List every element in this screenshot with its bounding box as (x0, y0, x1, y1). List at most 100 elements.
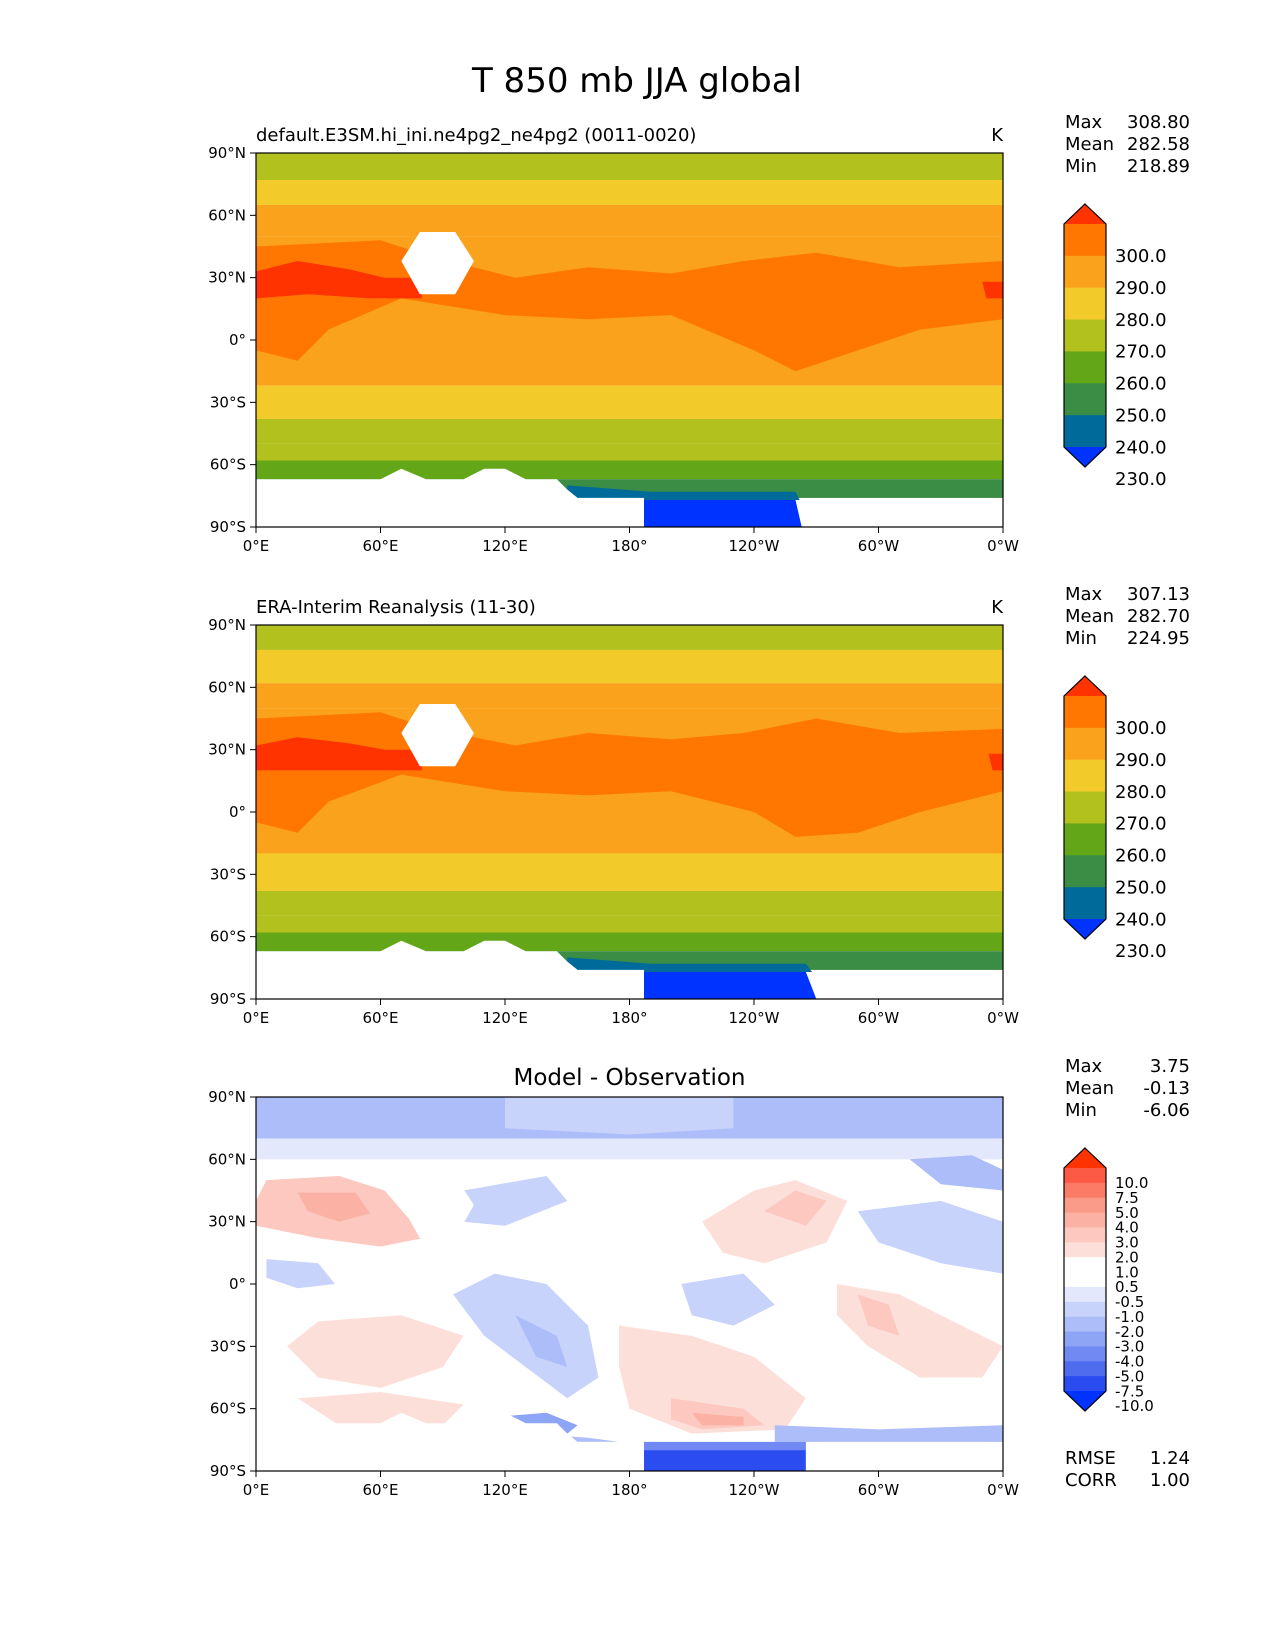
colorbar-outline (1063, 675, 1107, 940)
colorbar-segment (1064, 855, 1106, 888)
colorbar-label: 280.0 (1115, 782, 1167, 803)
lat-band-7 (256, 932, 1003, 952)
colorbar-segment (1064, 255, 1106, 289)
y-tick-label: 30°S (210, 393, 246, 411)
contour-patch-3 (644, 972, 817, 999)
colorbar-segment (1064, 224, 1106, 257)
colorbar-label: 260.0 (1115, 846, 1167, 867)
figure-title: T 850 mb JJA global (471, 61, 802, 101)
stat-label: Max (1065, 1056, 1103, 1077)
colorbar-segment (1064, 1316, 1106, 1333)
colorbar-segment (1064, 1242, 1106, 1258)
contour-patch-12 (691, 1412, 744, 1426)
contour-patch-6 (463, 1176, 568, 1226)
x-tick-label: 120°W (729, 537, 780, 555)
panel-title: default.E3SM.hi_ini.ne4pg2_ne4pg2 (0011-… (256, 125, 696, 146)
stat-label: Mean (1065, 606, 1114, 627)
colorbar-label: 280.0 (1115, 310, 1167, 331)
colorbar-extend-min (1064, 919, 1106, 939)
colorbar-segment (1064, 415, 1106, 448)
y-tick-label: 30°S (210, 1337, 246, 1355)
colorbar-segment (1064, 696, 1106, 729)
colorbar-segment (1064, 887, 1106, 920)
map-field (256, 625, 1003, 999)
missing-data-mask-0 (256, 1412, 644, 1471)
colorbar-extend-max (1064, 1148, 1106, 1168)
stat-value: -0.13 (1143, 1078, 1190, 1099)
contour-patch-17 (857, 1294, 900, 1336)
x-tick-label: 60°W (858, 1009, 900, 1027)
x-tick-label: 0°W (987, 537, 1019, 555)
map-field (256, 153, 1003, 527)
colorbar-segment (1064, 1301, 1106, 1318)
contour-patch-4 (567, 485, 800, 500)
colorbar-segment (1064, 759, 1106, 793)
y-tick-label: 60°N (208, 206, 246, 224)
colorbar-label: 10.0 (1115, 1174, 1148, 1192)
stat-label: Mean (1065, 1078, 1114, 1099)
units-label: K (991, 597, 1004, 618)
lat-band-2 (256, 683, 1003, 709)
colorbar-segment (1064, 1331, 1106, 1347)
colorbar-label: -2.0 (1115, 1323, 1144, 1341)
missing-data-mask-0 (256, 940, 644, 999)
metric-label: RMSE (1065, 1448, 1116, 1469)
panel-3: 0°E 60°E 120°E 180° 120°W 60°W 0°W 90°N 60°N 30°N… (208, 1056, 1190, 1499)
contour-patch-0 (505, 1097, 734, 1135)
colorbar-segment (1064, 1272, 1106, 1288)
metric-value: 1.24 (1150, 1448, 1190, 1469)
contour-patch-3 (266, 1259, 335, 1289)
contour-patch-19 (909, 1155, 1003, 1191)
colorbar-label: -1.0 (1115, 1308, 1144, 1326)
x-tick-label: 60°E (362, 1481, 398, 1499)
contour-patch-8 (515, 1315, 568, 1368)
metric-value: 1.00 (1150, 1470, 1190, 1491)
y-tick-label: 60°S (210, 1400, 246, 1418)
colorbar-label: -4.0 (1115, 1353, 1144, 1371)
lat-band-7 (256, 460, 1003, 480)
y-tick-label: 30°N (208, 1213, 246, 1231)
colorbar: 300.0 290.0 280.0 270.0 260.0 250.0 240.0 230.0 (1063, 203, 1167, 490)
colorbar-segment (1064, 1182, 1106, 1199)
map-field (256, 1097, 1003, 1471)
y-tick-label: 0° (229, 331, 246, 349)
lat-band-0 (256, 625, 1003, 650)
colorbar-segment (1064, 1168, 1106, 1184)
colorbar-segment (1064, 1346, 1106, 1362)
colorbar-segment (1064, 1227, 1106, 1243)
colorbar-label: 270.0 (1115, 814, 1167, 835)
colorbar-label: 290.0 (1115, 278, 1167, 299)
colorbar-segment (1064, 1257, 1106, 1273)
y-tick-label: 90°N (208, 144, 246, 162)
missing-data-mask-1 (816, 972, 1003, 999)
x-tick-label: 120°E (482, 537, 528, 555)
panel-title: Model - Observation (513, 1065, 745, 1091)
units-label: K (991, 125, 1004, 146)
panel-1: 0°E 60°E 120°E 180° 120°W 60°W 0°W 90°N 60°N 30°N… (208, 112, 1190, 555)
colorbar-segment (1064, 1286, 1106, 1303)
colorbar-label: -10.0 (1115, 1397, 1154, 1415)
missing-data-mask-0 (256, 468, 644, 527)
x-tick-label: 120°E (482, 1009, 528, 1027)
colorbar-segment (1064, 1212, 1106, 1228)
stat-label: Max (1065, 112, 1103, 133)
contour-patch-13 (681, 1273, 775, 1326)
colorbar-label: 290.0 (1115, 750, 1167, 771)
stat-label: Max (1065, 584, 1103, 605)
stat-value: 218.89 (1127, 156, 1190, 177)
colorbar-segment (1064, 727, 1106, 761)
colorbar-label: -5.0 (1115, 1367, 1144, 1385)
colorbar-label: 3.0 (1115, 1234, 1139, 1252)
stat-value: 224.95 (1127, 628, 1190, 649)
lat-band-1 (256, 649, 1003, 684)
colorbar-label: 0.5 (1115, 1278, 1139, 1296)
contour-patch-21 (774, 1425, 1003, 1442)
colorbar-label: 240.0 (1115, 909, 1167, 930)
contour-patch-1 (256, 261, 422, 299)
x-tick-label: 0°E (243, 1009, 270, 1027)
colorbar-label: 300.0 (1115, 246, 1167, 267)
contour-patch-5 (297, 1392, 464, 1426)
colorbar-label: 300.0 (1115, 718, 1167, 739)
y-tick-label: 60°S (210, 928, 246, 946)
x-tick-label: 180° (611, 537, 647, 555)
